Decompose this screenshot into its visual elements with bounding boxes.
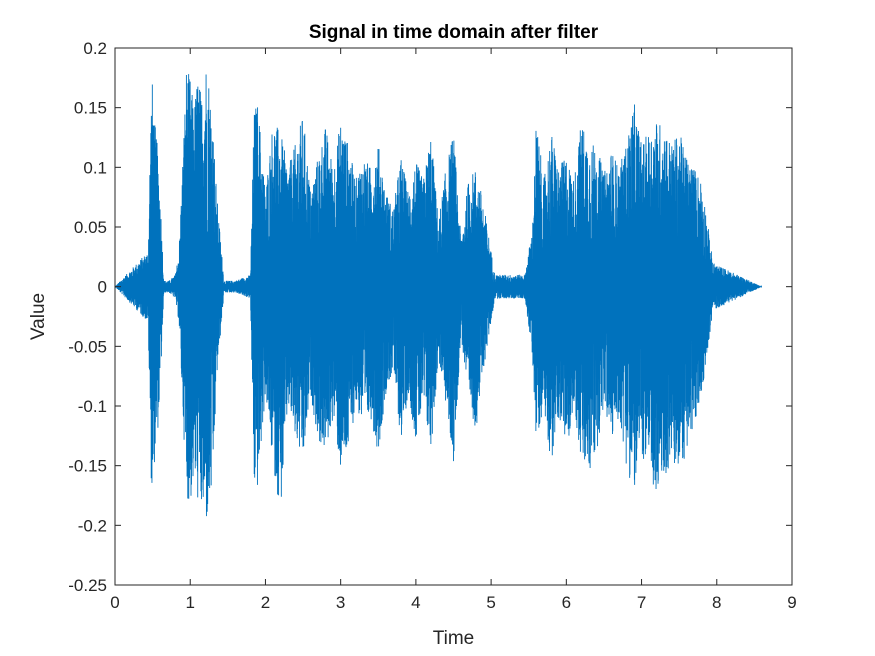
x-tick-label: 1 [185,593,194,612]
y-tick-label: -0.15 [68,457,107,476]
axes-box [114,47,793,586]
x-axis-label: Time [433,628,475,649]
x-tick-label: 8 [712,593,721,612]
x-tick-label: 6 [562,593,571,612]
x-tick-label: 0 [110,593,119,612]
y-tick-label: 0.15 [74,99,107,118]
x-axis-ticks: 0 1 2 3 4 5 6 7 8 9 [110,48,797,612]
x-tick-label: 4 [411,593,420,612]
y-tick-label: 0.2 [83,39,107,58]
y-tick-label: 0.1 [83,158,107,177]
x-tick-label: 5 [486,593,495,612]
y-tick-label: -0.2 [78,516,107,535]
signal-series-line [114,74,763,517]
y-tick-label: -0.25 [68,576,107,595]
x-tick-label: 7 [637,593,646,612]
y-axis-label: Value [28,293,49,340]
signal-waveform [114,74,763,517]
y-axis-ticks: -0.25 -0.2 -0.15 -0.1 -0.05 0 0.05 0.1 0.15 0.2 [68,39,792,595]
y-tick-label: -0.1 [78,397,107,416]
x-tick-label: 3 [336,593,345,612]
y-tick-label: -0.05 [68,337,107,356]
chart-title: Signal in time domain after filter [309,22,599,43]
y-tick-label: 0.05 [74,218,107,237]
y-tick-label: 0 [98,278,107,297]
x-tick-label: 9 [787,593,796,612]
x-tick-label: 2 [261,593,270,612]
